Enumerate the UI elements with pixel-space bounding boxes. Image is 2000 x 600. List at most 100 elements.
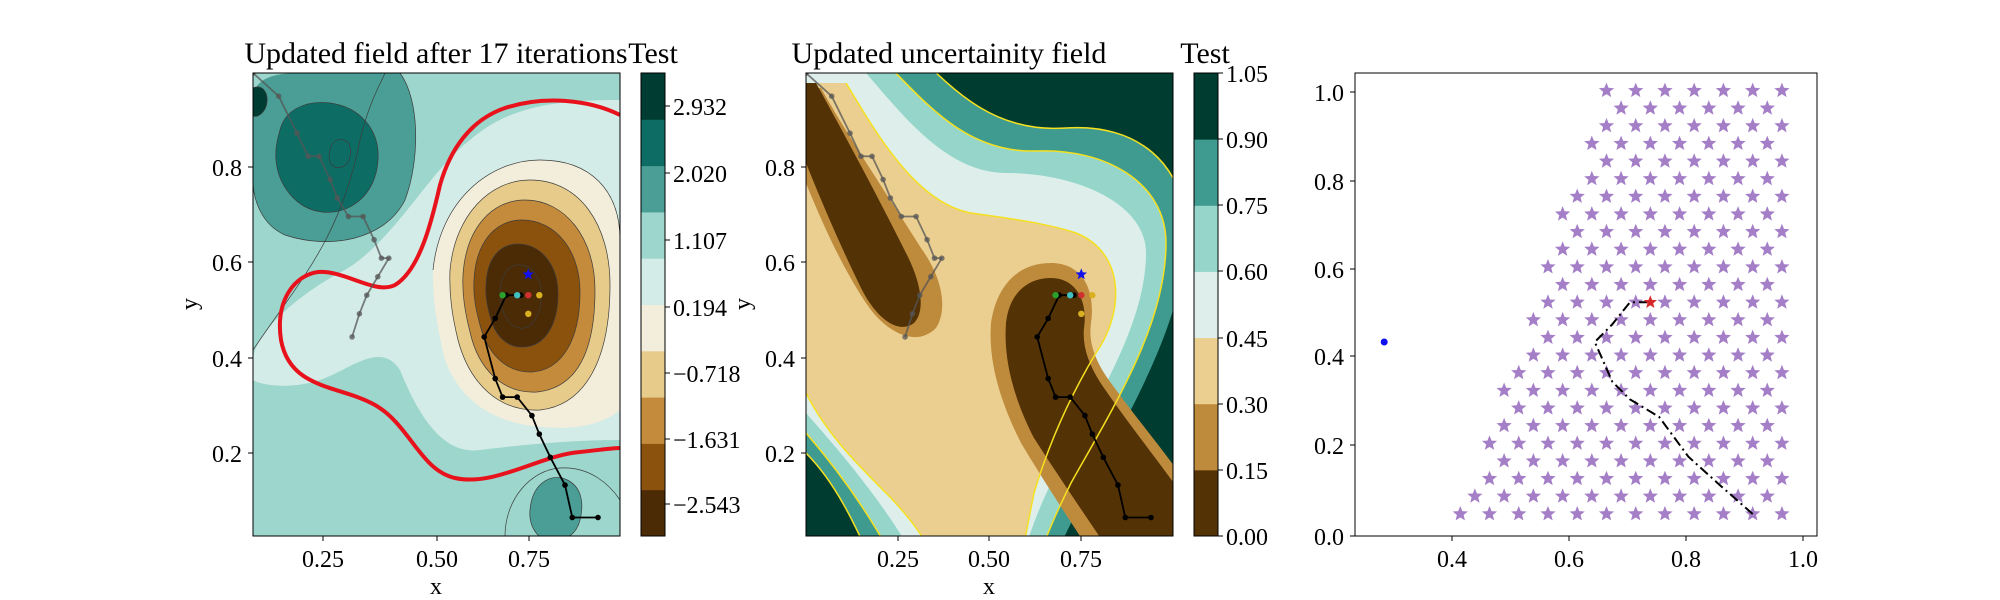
- scatter-star-point: [1598, 400, 1615, 415]
- unc-sampling-paths: [806, 73, 1154, 521]
- unc-lower-path-point: [1082, 412, 1088, 419]
- scatter-star-point: [1642, 488, 1658, 503]
- scatter-star-grid: [1452, 82, 1790, 521]
- unc-cbar-tick-7: 0.15: [1226, 459, 1268, 485]
- scatter-star-point: [1584, 311, 1600, 327]
- field-candidate-2: [525, 292, 532, 299]
- unc-colorbar-band-2: [1194, 403, 1218, 471]
- scatter-star-point: [1715, 117, 1731, 133]
- scatter-star-point: [1730, 417, 1746, 433]
- scatter-star-point: [1730, 347, 1746, 362]
- unc-upper-path-point: [928, 273, 934, 280]
- scatter-star-point: [1525, 417, 1541, 433]
- scatter-star-point: [1701, 206, 1717, 221]
- scatter-star-point: [1715, 470, 1731, 486]
- scatter-star-point: [1730, 206, 1746, 221]
- scatter-star-point: [1569, 506, 1585, 521]
- unc-upper-path-point: [917, 292, 923, 299]
- unc-xlabel: x: [983, 574, 995, 600]
- unc-upper-path-point: [931, 255, 938, 261]
- scatter-star-point: [1715, 400, 1731, 415]
- scatter-star-point: [1745, 400, 1761, 415]
- scatter-star-point: [1701, 135, 1717, 150]
- scatter-star-point: [1584, 241, 1600, 256]
- scatter-star-point: [1672, 488, 1688, 503]
- scatter-star-point: [1774, 82, 1790, 98]
- field-lower-path-point: [492, 315, 499, 322]
- scatter-star-point: [1613, 135, 1629, 150]
- scatter-star-point: [1730, 382, 1746, 397]
- scatter-star-point: [1774, 188, 1790, 203]
- scatter-star-point: [1628, 259, 1644, 274]
- field-colorbar-band-10: [641, 73, 665, 120]
- field-sampling-paths: [253, 73, 601, 521]
- scatter-red-star: [1643, 295, 1657, 308]
- scatter-star-point: [1584, 135, 1600, 150]
- unc-candidate-1: [1067, 292, 1074, 299]
- panel-field: 0.25 0.50 0.75 0.8 0.6 0.4 0.2 x y Updat…: [177, 37, 741, 600]
- scatter-star-point: [1686, 329, 1702, 344]
- field-ytick-3: 0.4: [212, 347, 242, 373]
- scatter-star-point: [1598, 259, 1615, 274]
- scatter-star-point: [1598, 117, 1615, 133]
- scatter-ytick-3: 0.4: [1314, 345, 1344, 371]
- scatter-star-point: [1745, 223, 1761, 239]
- scatter-star-point: [1584, 453, 1600, 468]
- scatter-star-point: [1540, 400, 1556, 415]
- unc-lower-path-point: [1045, 315, 1051, 322]
- scatter-star-point: [1569, 329, 1585, 344]
- scatter-star-point: [1745, 188, 1761, 203]
- scatter-star-point: [1569, 364, 1585, 380]
- scatter-star-point: [1686, 188, 1702, 203]
- scatter-ytick-4: 0.6: [1314, 258, 1344, 284]
- scatter-star-point: [1730, 311, 1746, 327]
- uncertainty-contour-plot: [806, 73, 1173, 536]
- scatter-star-point: [1774, 153, 1790, 168]
- scatter-star-point: [1555, 241, 1571, 256]
- scatter-star-point: [1555, 453, 1571, 468]
- scatter-star-point: [1613, 241, 1629, 256]
- field-colorbar-band-8: [641, 165, 665, 213]
- scatter-star-point: [1628, 82, 1644, 98]
- field-upper-path-point: [360, 213, 366, 220]
- unc-cbar-tick-5: 0.45: [1226, 327, 1268, 353]
- field-xtick-1: 0.25: [302, 547, 344, 573]
- scatter-star-point: [1496, 417, 1512, 433]
- field-colorbar-band-2: [641, 443, 665, 491]
- scatter-star-point: [1555, 488, 1571, 503]
- scatter-star-point: [1642, 276, 1658, 292]
- scatter-star-point: [1686, 82, 1702, 98]
- scatter-star-point: [1672, 100, 1688, 115]
- scatter-star-point: [1730, 488, 1746, 503]
- scatter-star-point: [1701, 100, 1717, 115]
- scatter-star-point: [1759, 170, 1775, 186]
- scatter-star-point: [1628, 223, 1644, 239]
- scatter-star-point: [1657, 82, 1673, 98]
- scatter-star-point: [1745, 470, 1761, 486]
- scatter-star-point: [1672, 347, 1688, 362]
- unc-cbar-title: Test: [1180, 37, 1230, 70]
- scatter-star-point: [1759, 488, 1775, 503]
- field-ylabel: y: [177, 298, 203, 310]
- scatter-star-point: [1598, 153, 1615, 168]
- unc-upper-path-point: [909, 311, 916, 317]
- scatter-star-point: [1774, 435, 1790, 450]
- field-upper-path-point: [349, 334, 355, 340]
- unc-candidate-2: [1078, 292, 1085, 299]
- scatter-star-point: [1598, 223, 1615, 239]
- scatter-star-point: [1613, 347, 1629, 362]
- field-colorbar-band-1: [641, 489, 665, 537]
- scatter-star-point: [1598, 506, 1615, 521]
- unc-cbar-tick-1: 1.05: [1226, 62, 1268, 88]
- scatter-star-point: [1555, 347, 1571, 362]
- unc-lower-path-point: [1148, 514, 1154, 521]
- scatter-xtick-3: 0.8: [1671, 547, 1701, 573]
- scatter-ytick-2: 0.2: [1314, 434, 1344, 460]
- unc-current-point: [1052, 292, 1059, 299]
- scatter-star-point: [1657, 223, 1673, 239]
- unc-cbar-tick-3: 0.75: [1226, 194, 1268, 220]
- field-lower-path-point: [492, 375, 499, 382]
- unc-colorbar-band-5: [1194, 205, 1218, 272]
- unc-lower-path-point: [1122, 514, 1129, 521]
